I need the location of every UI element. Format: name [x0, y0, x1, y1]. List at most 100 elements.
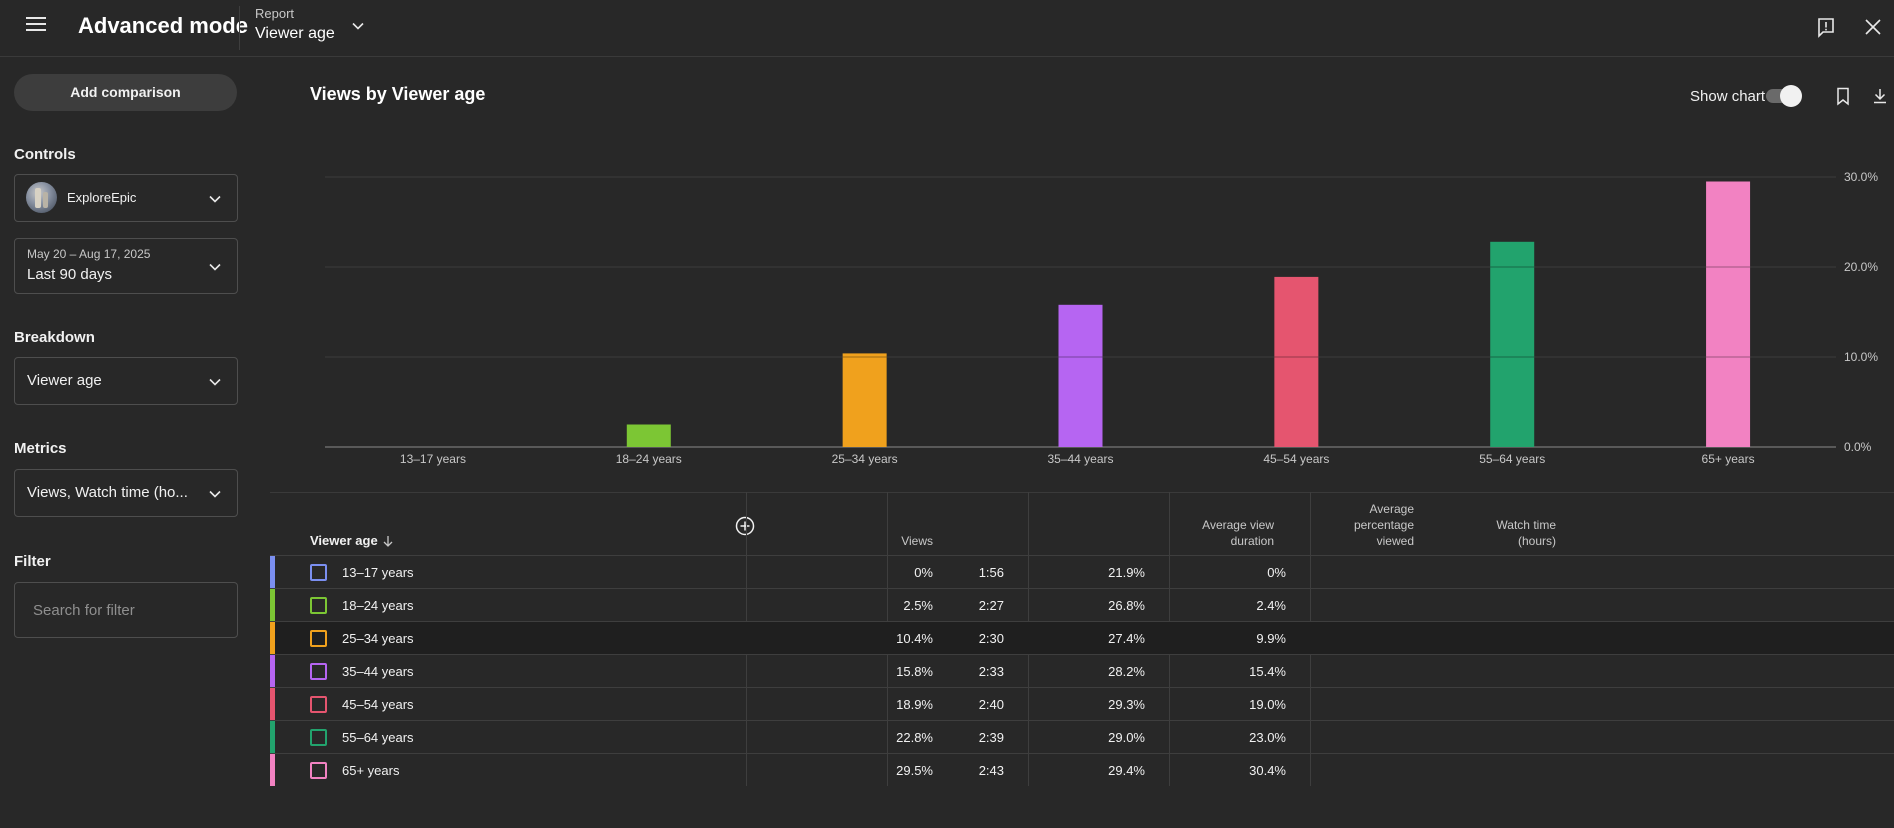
date-range: May 20 – Aug 17, 2025 — [27, 247, 151, 261]
row-label: 25–34 years — [342, 631, 414, 646]
metrics-dropdown[interactable]: Views, Watch time (ho... — [14, 469, 238, 517]
report-selector[interactable]: Report Viewer age — [255, 4, 370, 50]
series-color-stripe — [270, 721, 275, 753]
add-comparison-button[interactable]: Add comparison — [14, 74, 237, 111]
column-header-views[interactable]: Views — [901, 534, 933, 548]
column-header-avg-percentage-viewed[interactable]: Average percentage viewed — [1353, 502, 1414, 548]
column-header-watch-time[interactable]: Watch time (hours) — [1496, 518, 1556, 548]
series-checkbox[interactable] — [310, 729, 327, 746]
cell-avg-percentage-viewed: 29.4% — [1108, 763, 1145, 778]
cell-avg-view-duration: 2:43 — [978, 763, 1004, 778]
data-table: Viewer age Views Average view duration A… — [270, 492, 1894, 787]
cell-watch-time: 30.4% — [1249, 763, 1286, 778]
chart-x-labels: 13–17 years 18–24 years 25–34 years 35–44 y… — [400, 452, 1755, 466]
date-range-dropdown[interactable]: May 20 – Aug 17, 2025 Last 90 days — [14, 238, 238, 294]
x-tick-label: 65+ years — [1702, 452, 1755, 466]
y-tick-label: 10.0% — [1844, 350, 1878, 364]
close-icon[interactable] — [1862, 16, 1884, 38]
cell-watch-time: 0% — [1267, 565, 1286, 580]
bar[interactable] — [1058, 304, 1103, 447]
feedback-icon[interactable] — [1815, 16, 1837, 38]
table-row[interactable]: 35–44 years 15.8% 2:33 28.2% 15.4% — [270, 654, 1894, 687]
chart-y-labels: 0.0% 10.0% 20.0% 30.0% — [1844, 170, 1878, 454]
cell-avg-view-duration: 2:33 — [978, 664, 1004, 679]
breakdown-dropdown[interactable]: Viewer age — [14, 357, 238, 405]
chart-bars — [626, 181, 1751, 448]
cell-avg-percentage-viewed: 21.9% — [1108, 565, 1145, 580]
cell-avg-percentage-viewed: 29.0% — [1108, 730, 1145, 745]
channel-name: ExploreEpic — [67, 190, 137, 205]
y-tick-label: 30.0% — [1844, 170, 1878, 184]
table-row[interactable]: 25–34 years 10.4% 2:30 27.4% 9.9% — [270, 621, 1894, 654]
cell-watch-time: 23.0% — [1249, 730, 1286, 745]
row-label: 55–64 years — [342, 730, 414, 745]
cell-views: 10.4% — [896, 631, 933, 646]
chevron-down-icon — [209, 378, 221, 386]
filter-search-input[interactable] — [14, 582, 238, 638]
cell-watch-time: 9.9% — [1256, 631, 1286, 646]
column-header-avg-view-duration[interactable]: Average view duration — [1202, 518, 1274, 548]
avatar — [26, 182, 57, 213]
filter-title: Filter — [14, 553, 51, 570]
chart-title: Views by Viewer age — [310, 84, 486, 104]
cell-views: 0% — [914, 565, 933, 580]
app-title: Advanced mode — [78, 13, 248, 38]
table-row[interactable]: 18–24 years 2.5% 2:27 26.8% 2.4% — [270, 588, 1894, 621]
column-header-viewer-age[interactable]: Viewer age — [310, 533, 378, 548]
chevron-down-icon — [209, 263, 221, 271]
show-chart-label: Show chart — [1690, 88, 1766, 105]
header-divider — [239, 6, 240, 50]
sidebar: Add comparison Controls ExploreEpic May … — [0, 57, 250, 828]
series-color-stripe — [270, 622, 275, 654]
cell-avg-view-duration: 2:39 — [978, 730, 1004, 745]
row-label: 18–24 years — [342, 598, 414, 613]
cell-watch-time: 2.4% — [1256, 598, 1286, 613]
cell-views: 29.5% — [896, 763, 933, 778]
report-value: Viewer age — [255, 25, 335, 42]
row-label: 13–17 years — [342, 565, 414, 580]
cell-watch-time: 15.4% — [1249, 664, 1286, 679]
series-color-stripe — [270, 688, 275, 720]
top-bar: Advanced mode Report Viewer age — [0, 0, 1894, 57]
menu-icon[interactable] — [26, 17, 46, 33]
cell-avg-view-duration: 1:56 — [978, 565, 1004, 580]
cell-watch-time: 19.0% — [1249, 697, 1286, 712]
bar[interactable] — [1490, 241, 1535, 447]
x-tick-label: 45–54 years — [1263, 452, 1329, 466]
date-preset: Last 90 days — [27, 266, 113, 283]
table-row[interactable]: 65+ years 29.5% 2:43 29.4% 30.4% — [270, 753, 1894, 786]
series-checkbox[interactable] — [310, 663, 327, 680]
cell-avg-view-duration: 2:40 — [978, 697, 1004, 712]
x-tick-label: 55–64 years — [1479, 452, 1545, 466]
bookmark-icon[interactable] — [1833, 86, 1853, 106]
series-checkbox[interactable] — [310, 762, 327, 779]
chevron-down-icon — [209, 490, 221, 498]
table-row[interactable]: 45–54 years 18.9% 2:40 29.3% 19.0% — [270, 687, 1894, 720]
table-row[interactable]: 55–64 years 22.8% 2:39 29.0% 23.0% — [270, 720, 1894, 753]
cell-avg-view-duration: 2:30 — [978, 631, 1004, 646]
row-label: 65+ years — [342, 763, 400, 778]
bar[interactable] — [1706, 181, 1751, 448]
download-icon[interactable] — [1870, 86, 1890, 106]
metrics-title: Metrics — [14, 440, 67, 457]
chevron-down-icon — [209, 195, 221, 203]
bar[interactable] — [626, 424, 671, 448]
bar[interactable] — [1274, 276, 1319, 447]
series-checkbox[interactable] — [310, 696, 327, 713]
breakdown-title: Breakdown — [14, 329, 95, 346]
cell-views: 2.5% — [903, 598, 933, 613]
y-tick-label: 0.0% — [1844, 440, 1872, 454]
arrow-down-icon[interactable] — [381, 534, 395, 548]
cell-views: 18.9% — [896, 697, 933, 712]
add-circle-icon[interactable] — [735, 516, 755, 536]
bar[interactable] — [842, 353, 887, 447]
series-checkbox[interactable] — [310, 564, 327, 581]
x-tick-label: 35–44 years — [1047, 452, 1113, 466]
x-tick-label: 13–17 years — [400, 452, 466, 466]
channel-dropdown[interactable]: ExploreEpic — [14, 174, 238, 222]
cell-avg-percentage-viewed: 27.4% — [1108, 631, 1145, 646]
series-checkbox[interactable] — [310, 597, 327, 614]
series-checkbox[interactable] — [310, 630, 327, 647]
show-chart-toggle[interactable] — [1766, 85, 1802, 107]
table-row[interactable]: 13–17 years 0% 1:56 21.9% 0% — [270, 555, 1894, 588]
